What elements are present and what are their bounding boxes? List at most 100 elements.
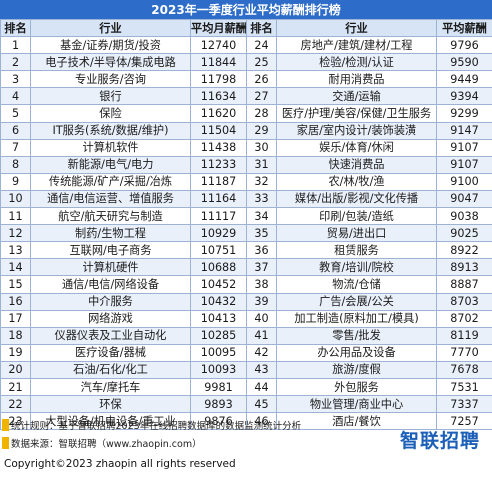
table-row: 3 专业服务/咨询 11798 26 耐用消费品 9449: [0, 70, 492, 89]
rank-cell: 36: [246, 241, 277, 260]
rank-cell: 1: [0, 36, 31, 55]
table-row: 1 基金/证券/期货/投资 12740 24 房地产/建筑/建材/工程 9796: [0, 36, 492, 55]
salary-cell: 11634: [190, 87, 247, 106]
industry-cell: 电子技术/半导体/集成电路: [30, 53, 191, 72]
note-marker-icon: [2, 419, 9, 431]
industry-cell: 贸易/进出口: [276, 224, 437, 243]
salary-cell: 11504: [190, 121, 247, 140]
salary-cell: 9394: [436, 87, 492, 106]
table-row: 16 中介服务 10432 39 广告/会展/公关 8703: [0, 292, 492, 311]
rank-cell: 35: [246, 224, 277, 243]
table-row: 21 汽车/摩托车 9981 44 外包服务 7531: [0, 377, 492, 397]
rank-cell: 18: [0, 326, 31, 345]
salary-cell: 10095: [190, 343, 247, 362]
header-industry-right: 行业: [276, 18, 437, 38]
rank-cell: 40: [246, 309, 277, 328]
industry-cell: 农/林/牧/渔: [276, 172, 437, 191]
salary-cell: 10688: [190, 258, 247, 277]
industry-cell: 中介服务: [30, 292, 191, 311]
header-rank-right: 排名: [246, 18, 277, 38]
rank-cell: 42: [246, 343, 277, 362]
rank-cell: 17: [0, 309, 31, 328]
industry-cell: 制药/生物工程: [30, 224, 191, 243]
salary-cell: 9299: [436, 104, 492, 123]
table-row: 20 石油/石化/化工 10093 43 旅游/度假 7678: [0, 360, 492, 379]
rank-cell: 2: [0, 53, 31, 72]
rank-cell: 29: [246, 121, 277, 140]
rank-cell: 19: [0, 343, 31, 362]
salary-cell: 11187: [190, 172, 247, 191]
rank-cell: 9: [0, 172, 31, 191]
salary-cell: 9025: [436, 224, 492, 243]
table-row: 14 计算机硬件 10688 37 教育/培训/院校 8913: [0, 258, 492, 277]
rank-cell: 30: [246, 138, 277, 157]
rank-cell: 33: [246, 189, 277, 209]
industry-cell: 房地产/建筑/建材/工程: [276, 36, 437, 55]
salary-cell: 7678: [436, 360, 492, 379]
industry-cell: 网络游戏: [30, 309, 191, 328]
table-row: 10 通信/电信运营、增值服务 11164 33 媒体/出版/影视/文化传播 9047: [0, 189, 492, 209]
industry-cell: 航空/航天研究与制造: [30, 207, 191, 226]
table-header-row: 排名 行业 平均月薪酬 排名 行业 平均薪酬: [0, 18, 492, 38]
salary-cell: 11438: [190, 138, 247, 157]
table-row: 13 互联网/电子商务 10751 36 租赁服务 8922: [0, 241, 492, 260]
salary-cell: 8119: [436, 326, 492, 345]
industry-cell: IT服务(系统/数据/维护): [30, 121, 191, 140]
stat-rule-text: 统计规则：基于智联招聘2023年在线招聘数据库的数据监测统计分析: [11, 421, 302, 432]
salary-cell: 9590: [436, 53, 492, 72]
salary-cell: 9796: [436, 36, 492, 55]
salary-ranking-table: 排名 行业 平均月薪酬 排名 行业 平均薪酬 1 基金/证券/期货/投资 12740…: [0, 18, 492, 431]
industry-cell: 耐用消费品: [276, 70, 437, 89]
rank-cell: 15: [0, 275, 31, 294]
industry-cell: 办公用品及设备: [276, 343, 437, 362]
industry-cell: 新能源/电气/电力: [30, 155, 191, 174]
page-title: 2023年一季度行业平均薪酬排行榜: [0, 0, 492, 19]
rank-cell: 27: [246, 87, 277, 106]
rank-cell: 24: [246, 36, 277, 55]
industry-cell: 互联网/电子商务: [30, 241, 191, 260]
salary-cell: 10432: [190, 292, 247, 311]
rank-cell: 38: [246, 275, 277, 294]
industry-cell: 旅游/度假: [276, 360, 437, 379]
salary-cell: 7770: [436, 343, 492, 362]
rank-cell: 8: [0, 155, 31, 174]
industry-cell: 保险: [30, 104, 191, 123]
table-row: 6 IT服务(系统/数据/维护) 11504 29 家居/室内设计/装饰装潢 9147: [0, 121, 492, 140]
salary-cell: 9100: [436, 172, 492, 191]
salary-cell: 11798: [190, 70, 247, 89]
salary-cell: 9038: [436, 207, 492, 226]
rank-cell: 34: [246, 207, 277, 226]
industry-cell: 广告/会展/公关: [276, 292, 437, 311]
industry-cell: 基金/证券/期货/投资: [30, 36, 191, 55]
industry-cell: 汽车/摩托车: [30, 377, 191, 397]
data-source-note: 数据来源：智联招聘（www.zhaopin.com）: [2, 435, 202, 451]
industry-cell: 银行: [30, 87, 191, 106]
table-row: 7 计算机软件 11438 30 娱乐/体育/休闲 9107: [0, 138, 492, 157]
table-row: 4 银行 11634 27 交通/运输 9394: [0, 87, 492, 106]
rank-cell: 26: [246, 70, 277, 89]
industry-cell: 交通/运输: [276, 87, 437, 106]
industry-cell: 检验/检测/认证: [276, 53, 437, 72]
salary-cell: 11844: [190, 53, 247, 72]
industry-cell: 加工制造(原料加工/模具): [276, 309, 437, 328]
rank-cell: 20: [0, 360, 31, 379]
rank-cell: 5: [0, 104, 31, 123]
rank-cell: 25: [246, 53, 277, 72]
table-row: 9 传统能源/矿产/采掘/冶炼 11187 32 农/林/牧/渔 9100: [0, 172, 492, 191]
salary-cell: 9981: [190, 377, 247, 397]
rank-cell: 32: [246, 172, 277, 191]
rank-cell: 37: [246, 258, 277, 277]
zhaopin-logo: 智联招聘: [400, 430, 481, 452]
rank-cell: 10: [0, 189, 31, 209]
table-row: 11 航空/航天研究与制造 11117 34 印刷/包装/造纸 9038: [0, 207, 492, 226]
salary-cell: 8702: [436, 309, 492, 328]
rank-cell: 46: [246, 412, 277, 431]
salary-cell: 11164: [190, 189, 247, 209]
industry-cell: 印刷/包装/造纸: [276, 207, 437, 226]
industry-cell: 计算机硬件: [30, 258, 191, 277]
rank-cell: 4: [0, 87, 31, 106]
industry-cell: 媒体/出版/影视/文化传播: [276, 189, 437, 209]
industry-cell: 传统能源/矿产/采掘/冶炼: [30, 172, 191, 191]
industry-cell: 环保: [30, 395, 191, 414]
